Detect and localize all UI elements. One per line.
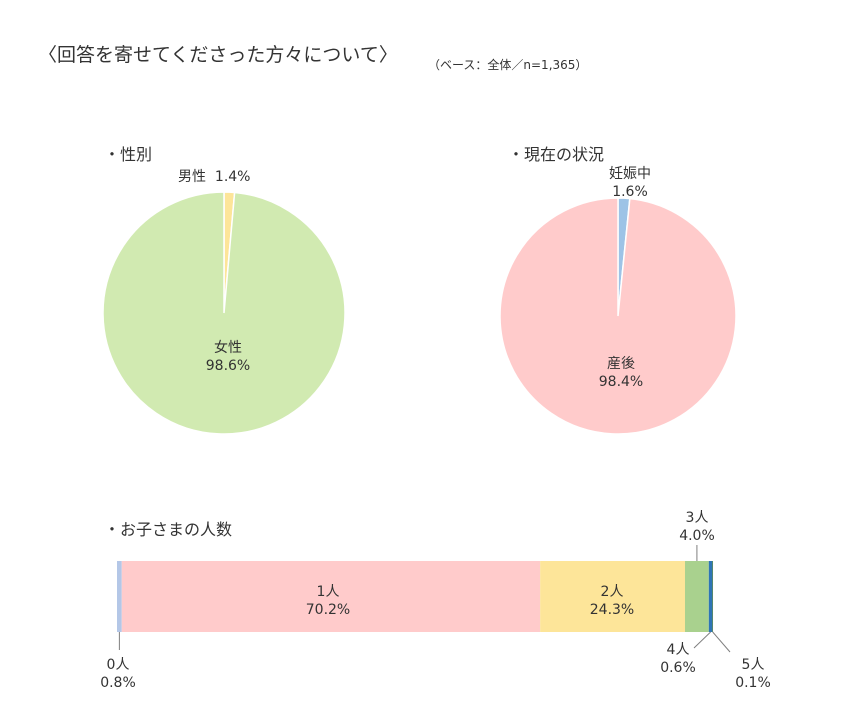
- children-2-name: 2人: [600, 584, 624, 600]
- gender-male-value: 1.4%: [214, 169, 251, 185]
- children-bar-segment-0: [117, 561, 122, 632]
- children-0-label: 0人 0.8%: [88, 656, 148, 692]
- children-4-value: 0.6%: [660, 660, 696, 676]
- status-pregnant-label: 妊娠中 1.6%: [600, 165, 660, 201]
- children-3-name: 3人: [685, 510, 709, 526]
- children-bar-segment-5: [712, 561, 714, 632]
- children-chart-title: ・お子さまの人数: [104, 520, 233, 539]
- status-postpartum-name: 産後: [607, 356, 635, 372]
- base-note: （ベース：全体／n=1,365）: [428, 58, 588, 72]
- children-0-value: 0.8%: [100, 675, 136, 691]
- gender-slice-0: [102, 191, 346, 435]
- children-stacked-bar: [117, 545, 731, 653]
- gender-pie: [102, 191, 346, 435]
- children-0-name: 0人: [106, 657, 130, 673]
- leader-line-5: [712, 631, 731, 653]
- children-1-value: 70.2%: [305, 602, 351, 618]
- children-4-name: 4人: [666, 642, 690, 658]
- status-pregnant-name: 妊娠中: [609, 166, 651, 182]
- gender-male-label: 男性 1.4%: [178, 168, 250, 186]
- gender-female-label: 女性 98.6%: [196, 339, 260, 375]
- children-bar-segment-4: [708, 561, 713, 632]
- gender-male-name: 男性: [178, 169, 206, 185]
- children-5-value: 0.1%: [735, 675, 771, 691]
- gender-female-name: 女性: [214, 340, 242, 356]
- children-1-label: 1人 70.2%: [298, 583, 358, 619]
- status-pie: [499, 197, 737, 435]
- status-chart-title: ・現在の状況: [508, 145, 605, 164]
- children-4-label: 4人 0.6%: [648, 641, 708, 677]
- gender-chart-title: ・性別: [104, 145, 153, 164]
- children-5-name: 5人: [741, 657, 765, 673]
- leader-line-4: [693, 631, 711, 649]
- children-3-value: 4.0%: [679, 528, 715, 544]
- status-postpartum-value: 98.4%: [598, 374, 644, 390]
- children-bar-segment-2: [540, 561, 685, 632]
- children-bar-segment-1: [121, 561, 541, 632]
- status-slice-0: [499, 197, 737, 435]
- children-bar-segment-3: [684, 561, 709, 632]
- page-title: 〈回答を寄せてくださった方々について〉: [38, 44, 398, 66]
- children-1-name: 1人: [316, 584, 340, 600]
- children-5-label: 5人 0.1%: [723, 656, 783, 692]
- children-2-label: 2人 24.3%: [582, 583, 642, 619]
- children-2-value: 24.3%: [589, 602, 635, 618]
- status-pregnant-value: 1.6%: [612, 184, 648, 200]
- children-3-label: 3人 4.0%: [667, 509, 727, 545]
- status-postpartum-label: 産後 98.4%: [589, 355, 653, 391]
- gender-female-value: 98.6%: [205, 358, 251, 374]
